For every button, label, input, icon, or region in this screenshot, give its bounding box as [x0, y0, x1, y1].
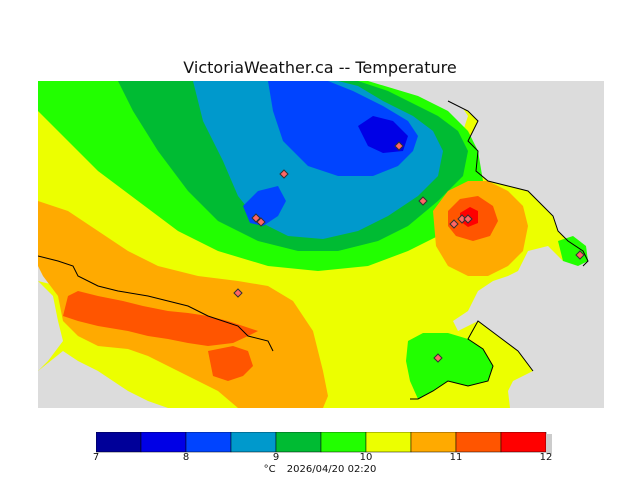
station-marker: [251, 213, 261, 223]
color-bar-shadow: [546, 434, 552, 454]
color-bar: [96, 432, 552, 454]
color-bar-segment: [455, 432, 502, 453]
coastline: [447, 100, 589, 267]
station-marker: [433, 353, 443, 363]
color-bar-segment: [365, 432, 412, 453]
station-marker: [279, 169, 289, 179]
station-marker: [256, 217, 266, 227]
temperature-map: [38, 81, 604, 408]
contour-redorange-west: [63, 291, 258, 346]
contour-deepblue: [358, 116, 408, 153]
station-marker: [463, 214, 473, 224]
station-markers: [233, 141, 585, 363]
color-bar-segment: [275, 432, 322, 453]
color-bar-tick-label: 9: [272, 452, 280, 463]
contour-blue: [268, 81, 418, 176]
contour-redorange-west-2: [208, 346, 253, 381]
color-bar-ticks: 7 8 9 10 11 12: [0, 452, 640, 466]
station-marker: [575, 250, 585, 260]
unit-label: °C: [263, 464, 276, 475]
color-bar-segment: [410, 432, 457, 453]
timestamp-label: 2026/04/20 02:20: [286, 464, 377, 475]
map-title: VictoriaWeather.ca -- Temperature: [183, 58, 457, 77]
water-right: [448, 81, 604, 408]
color-bar-tick-label: 11: [449, 452, 463, 463]
color-bar-tick-label: 10: [359, 452, 373, 463]
contour-green-south: [406, 333, 493, 399]
color-bar-segment: [185, 432, 232, 453]
coastline-west: [38, 255, 274, 352]
color-bar-segment: [230, 432, 277, 453]
coastline-south: [410, 320, 534, 400]
water-bottom-left: [38, 281, 63, 371]
color-bar-tick-label: 8: [182, 452, 190, 463]
station-marker: [394, 141, 404, 151]
station-marker: [233, 288, 243, 298]
color-bar-tick-label: 12: [539, 452, 553, 463]
color-bar-segment: [500, 432, 547, 453]
water-bottom-area: [38, 351, 168, 408]
station-marker: [449, 219, 459, 229]
color-bar-tick-label: 7: [92, 452, 100, 463]
color-bar-segment: [140, 432, 187, 453]
caption: °C 2026/04/20 02:20: [0, 464, 640, 475]
color-bar-segment: [320, 432, 367, 453]
color-bar-segment: [96, 432, 142, 453]
station-marker: [418, 196, 428, 206]
